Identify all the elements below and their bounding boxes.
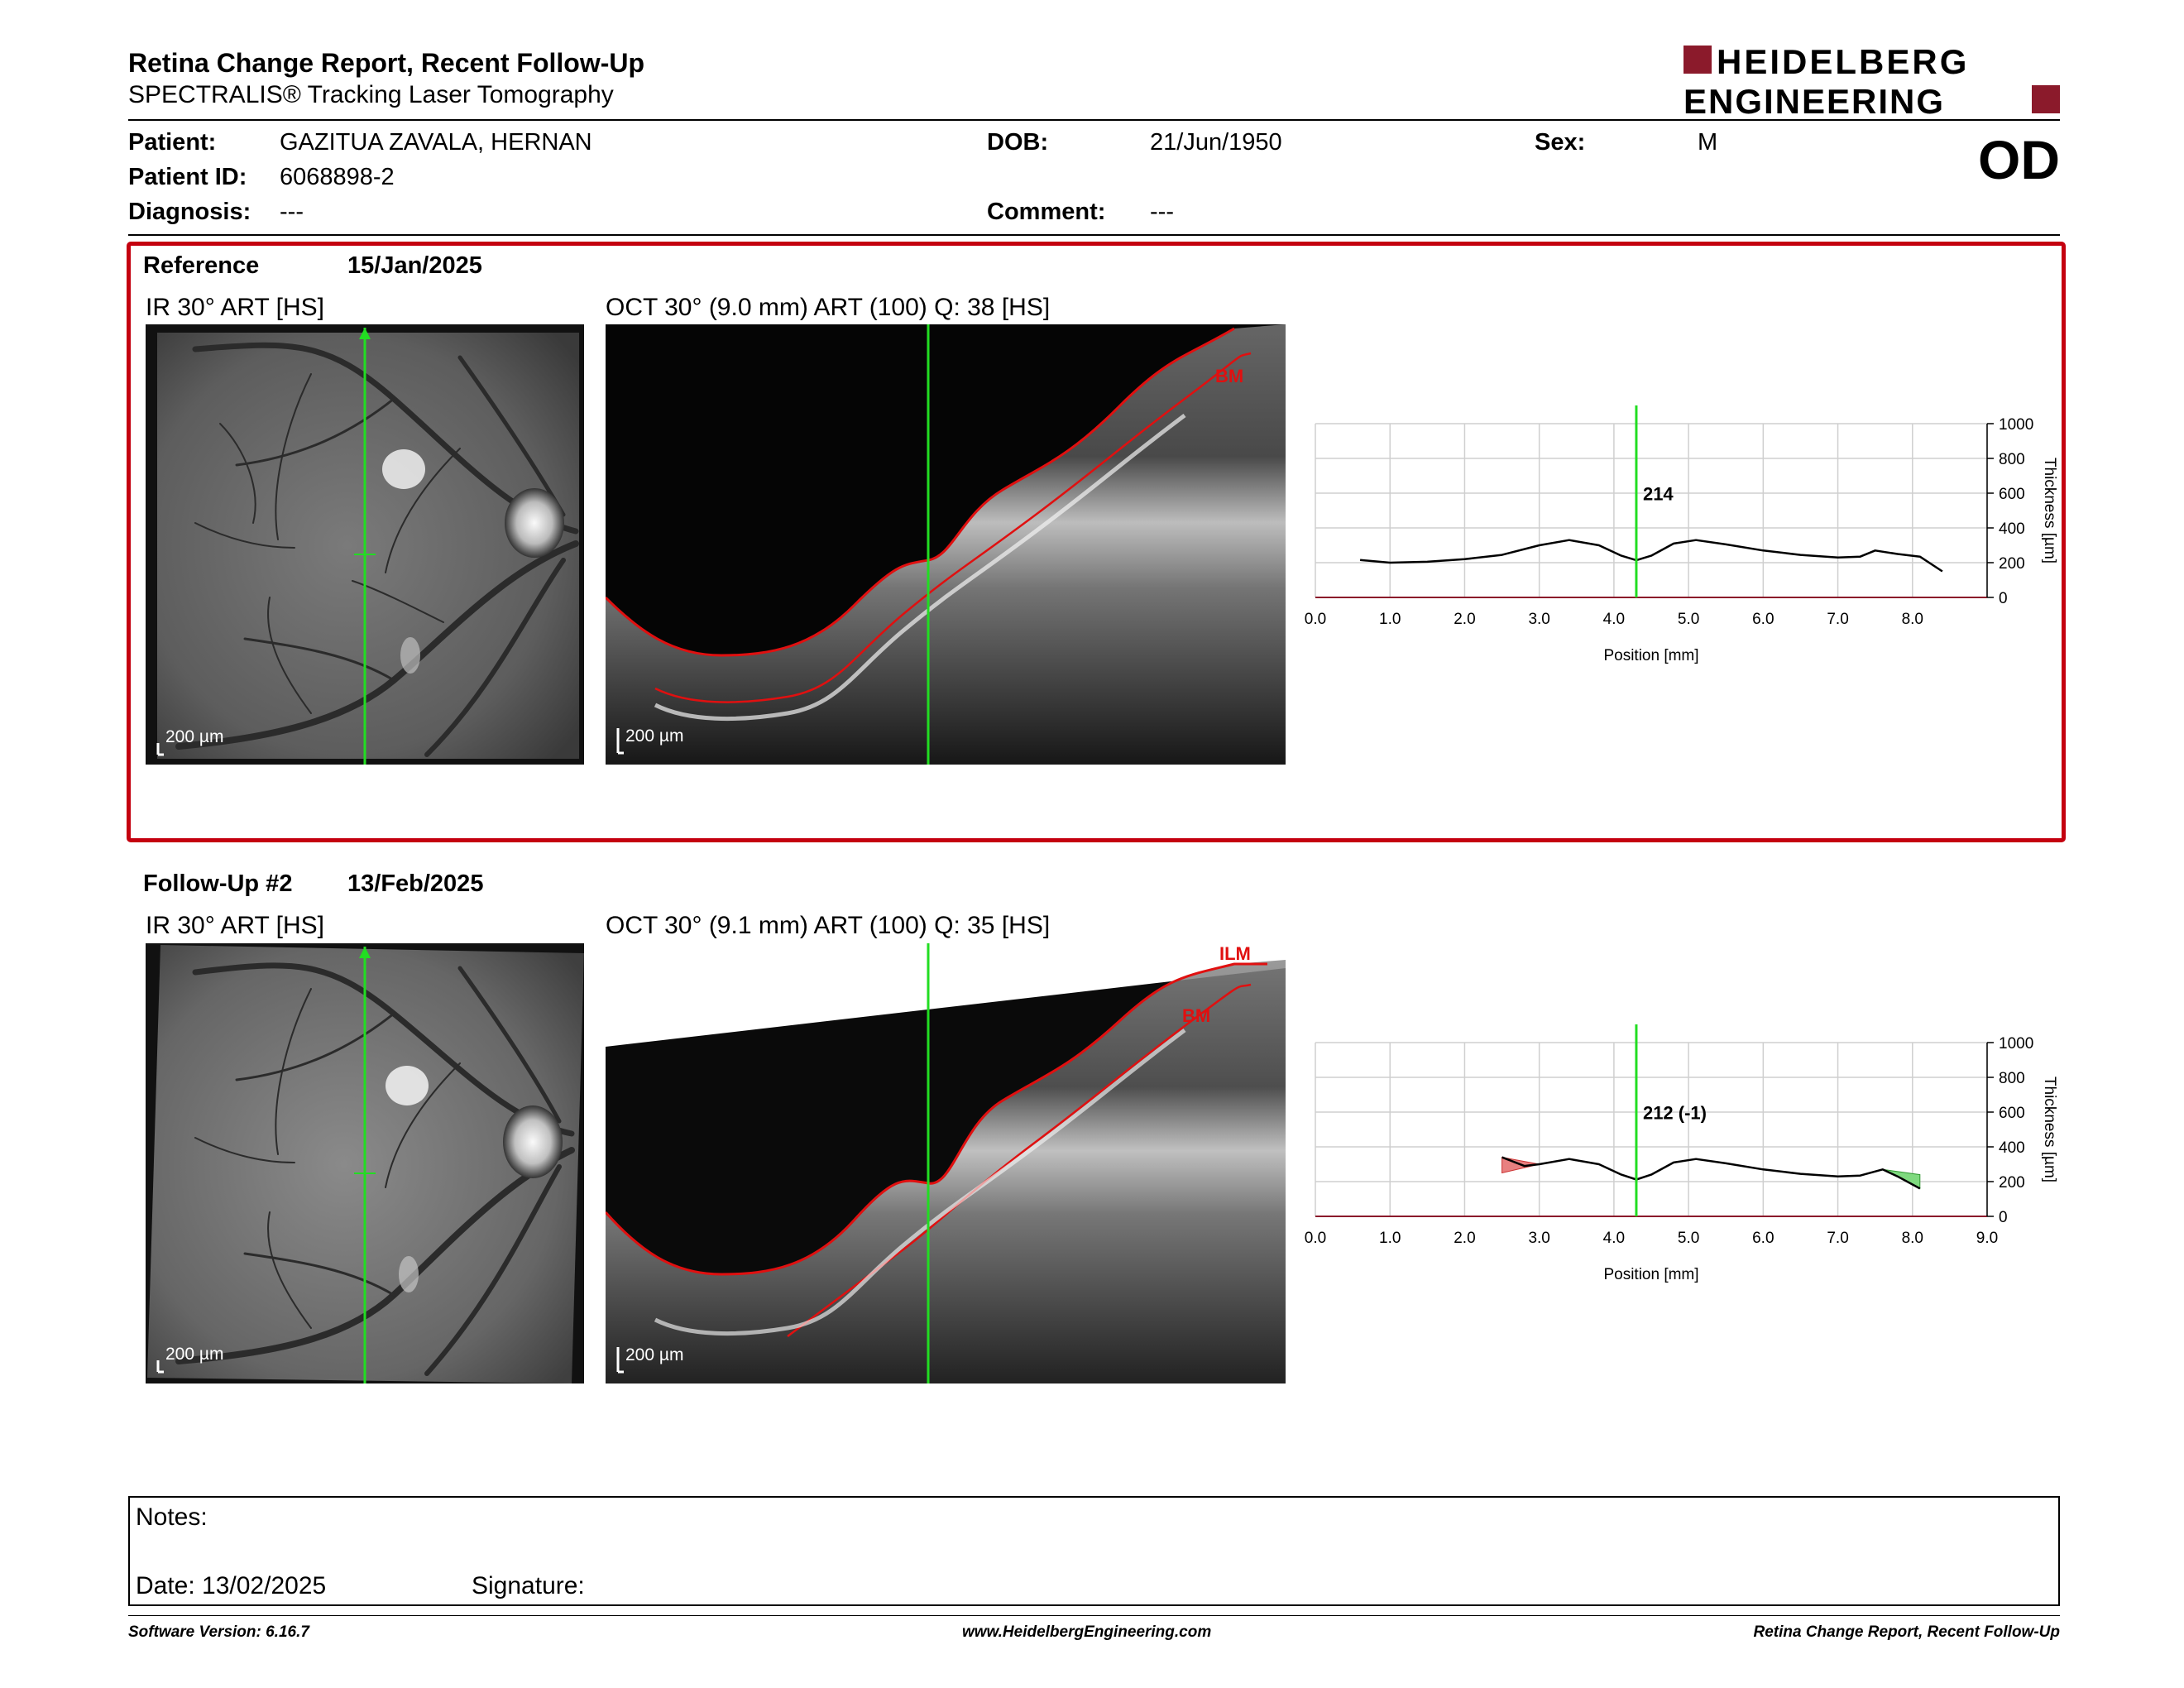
software-version: Software Version: 6.16.7 [128, 1623, 309, 1641]
diagnosis-label: Diagnosis: [128, 199, 251, 225]
x-tick-label: 8.0 [1902, 611, 1923, 628]
thickness-line [1359, 539, 1943, 573]
marker-value-label: 214 [1643, 483, 1674, 504]
reference-frame [127, 242, 2066, 842]
x-tick-label: 3.0 [1528, 611, 1549, 628]
y-axis-label: Thickness [µm] [2041, 458, 2058, 563]
x-tick-label: 7.0 [1827, 1230, 1848, 1247]
followup-ir-scale: 200 µm [165, 1345, 224, 1364]
patient-id: 6068898-2 [280, 164, 395, 190]
x-tick-label: 0.0 [1305, 1230, 1326, 1247]
footer-report-name: Retina Change Report, Recent Follow-Up [1753, 1623, 2060, 1641]
y-tick-label: 400 [1999, 1139, 2025, 1157]
reference-ir-scale: 200 µm [165, 727, 224, 746]
patient-label: Patient: [128, 129, 217, 156]
x-tick-label: 5.0 [1678, 1230, 1699, 1247]
reference-ir-image[interactable]: 200 µm [146, 324, 584, 765]
y-tick-label: 0 [1999, 590, 2008, 607]
report-subtitle: SPECTRALIS® Tracking Laser Tomography [128, 81, 614, 108]
svg-text:ENGINEERING: ENGINEERING [1684, 82, 1945, 119]
sex-label: Sex: [1535, 129, 1586, 156]
x-tick-label: 0.0 [1305, 611, 1326, 628]
x-tick-label: 2.0 [1454, 611, 1475, 628]
eye-od: OD [1978, 129, 2060, 190]
x-tick-label: 1.0 [1379, 1230, 1401, 1247]
followup-oct-caption: OCT 30° (9.1 mm) ART (100) Q: 35 [HS] [606, 912, 1051, 939]
x-axis-label: Position [mm] [1603, 647, 1698, 664]
followup-oct-scale: 200 µm [625, 1345, 684, 1364]
reference-date: 15/Jan/2025 [347, 252, 482, 279]
website-link[interactable]: www.HeidelbergEngineering.com [962, 1623, 1212, 1641]
reference-ir-caption: IR 30° ART [HS] [146, 294, 324, 321]
y-tick-label: 0 [1999, 1209, 2008, 1226]
y-tick-label: 200 [1999, 1174, 2025, 1192]
signature-label: Signature: [472, 1572, 585, 1599]
notes-box[interactable] [128, 1496, 2060, 1606]
report-title: Retina Change Report, Recent Follow-Up [128, 48, 645, 78]
sex-value: M [1698, 129, 1718, 156]
reference-oct-caption: OCT 30° (9.0 mm) ART (100) Q: 38 [HS] [606, 294, 1051, 321]
reference-oct-image[interactable]: BM 200 µm [606, 324, 1286, 765]
dob-value: 21/Jun/1950 [1150, 129, 1282, 156]
followup-label: Follow-Up #2 [143, 870, 293, 897]
x-tick-label: 3.0 [1528, 1230, 1549, 1247]
x-tick-label: 6.0 [1752, 1230, 1774, 1247]
y-tick-label: 600 [1999, 1105, 2025, 1122]
x-tick-label: 4.0 [1603, 611, 1625, 628]
y-tick-label: 800 [1999, 1070, 2025, 1087]
heidelberg-logo: HEIDELBERG ENGINEERING [1684, 42, 2060, 121]
followup-date: 13/Feb/2025 [347, 870, 484, 897]
followup-ir-image[interactable]: 200 µm [146, 943, 584, 1383]
followup-bm-label: BM [1182, 1005, 1211, 1026]
reference-bm-label: BM [1215, 366, 1244, 386]
x-tick-label: 1.0 [1379, 611, 1401, 628]
dob-label: DOB: [987, 129, 1049, 156]
notes-label: Notes: [136, 1503, 208, 1531]
diagnosis-value: --- [280, 199, 304, 225]
y-tick-label: 800 [1999, 451, 2025, 468]
y-axis-label: Thickness [µm] [2041, 1077, 2058, 1182]
y-tick-label: 600 [1999, 486, 2025, 503]
y-tick-label: 1000 [1999, 416, 2033, 434]
y-tick-label: 200 [1999, 555, 2025, 573]
reference-thickness-svg: 0 200 400 600 800 1000 0.0 1.0 2.0 3.0 4.0 5.0 6.0 7.… [1305, 405, 2058, 664]
y-tick-label: 400 [1999, 520, 2025, 538]
comment-value: --- [1150, 199, 1174, 225]
x-tick-label: 9.0 [1976, 1230, 1998, 1247]
x-tick-label: 4.0 [1603, 1230, 1625, 1247]
y-tick-label: 1000 [1999, 1035, 2033, 1053]
notes-date: Date: 13/02/2025 [136, 1572, 327, 1599]
followup-ilm-label: ILM [1219, 943, 1251, 964]
marker-value-label: 212 (-1) [1643, 1102, 1707, 1123]
followup-oct-image[interactable]: ILM BM 200 µm [606, 943, 1286, 1383]
patient-id-label: Patient ID: [128, 164, 247, 190]
x-tick-label: 8.0 [1902, 1230, 1923, 1247]
followup-ir-caption: IR 30° ART [HS] [146, 912, 324, 939]
x-tick-label: 2.0 [1454, 1230, 1475, 1247]
x-tick-label: 6.0 [1752, 611, 1774, 628]
x-tick-label: 7.0 [1827, 611, 1848, 628]
followup-thickness-svg: 0 200 400 600 800 1000 0.0 1.0 2.0 3.0 4.0 5.0 6.0 7.… [1305, 1024, 2058, 1283]
svg-text:HEIDELBERG: HEIDELBERG [1717, 43, 1969, 81]
x-axis-label: Position [mm] [1603, 1266, 1698, 1283]
comment-label: Comment: [987, 199, 1106, 225]
x-tick-label: 5.0 [1678, 611, 1699, 628]
reference-thickness-chart: 0 200 400 600 800 1000 0.0 1.0 2.0 3.0 4.0 5.0 6.0 7.… [1299, 405, 2060, 679]
reference-oct-scale: 200 µm [625, 727, 684, 746]
patient-name: GAZITUA ZAVALA, HERNAN [280, 129, 592, 156]
thickness-line [1502, 1156, 1921, 1190]
followup-thickness-chart: 0 200 400 600 800 1000 0.0 1.0 2.0 3.0 4.0 5.0 6.0 7.… [1299, 1024, 2060, 1297]
reference-label: Reference [143, 252, 260, 279]
